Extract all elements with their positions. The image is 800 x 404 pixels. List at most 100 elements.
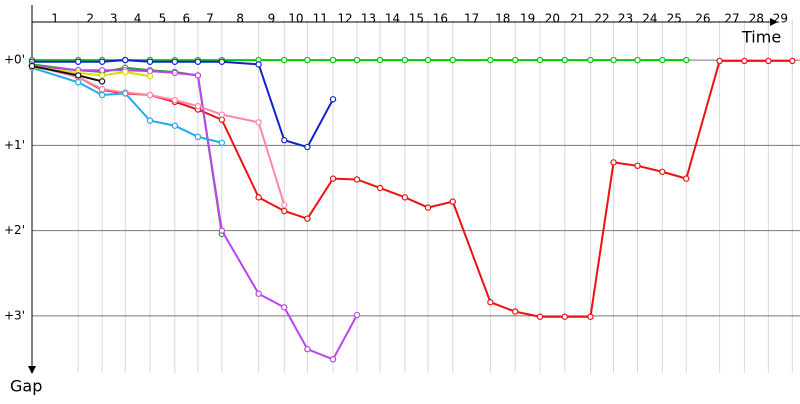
y-arrow: [28, 366, 36, 374]
x-tick-label: 12: [337, 12, 352, 26]
point-marker: [98, 58, 106, 65]
x-axis-label: Time: [741, 28, 781, 47]
point-marker: [255, 194, 262, 201]
series-line: [31, 66, 223, 144]
point-marker: [424, 204, 432, 211]
point-marker: [255, 61, 262, 68]
x-tick-label: 25: [667, 12, 682, 26]
point-marker: [741, 57, 748, 65]
point-marker: [122, 56, 129, 64]
point-marker: [304, 56, 311, 64]
y-tick-label: +1': [4, 138, 25, 152]
point-marker: [218, 58, 226, 65]
x-tick-label: 11: [313, 12, 328, 26]
point-marker: [376, 56, 384, 64]
point-marker: [218, 139, 226, 146]
x-tick-label: 20: [545, 12, 560, 26]
point-marker: [512, 308, 519, 315]
point-marker: [74, 58, 82, 65]
series-line: [31, 64, 286, 206]
point-marker: [424, 56, 432, 64]
y-tick-label: +0': [4, 53, 25, 67]
y-tick-label: +2': [4, 223, 25, 237]
point-marker: [98, 78, 106, 85]
x-arrow: [770, 18, 778, 26]
point-marker: [634, 56, 641, 64]
x-tick-label: 13: [361, 12, 376, 26]
x-tick-label: 7: [206, 12, 214, 26]
point-marker: [304, 143, 311, 151]
point-marker: [98, 85, 106, 93]
point-marker: [122, 90, 129, 97]
x-tick-label: 2: [86, 12, 94, 26]
point-marker: [587, 313, 594, 320]
x-tick-label: 8: [236, 12, 244, 26]
x-tick-label: 19: [520, 12, 535, 26]
x-tick-label: 22: [594, 12, 609, 26]
point-marker: [329, 356, 337, 363]
point-marker: [536, 313, 544, 320]
point-marker: [353, 56, 361, 64]
x-tick-label: 21: [570, 12, 585, 26]
point-marker: [171, 58, 179, 65]
point-marker: [74, 79, 82, 86]
point-marker: [634, 162, 641, 170]
point-marker: [194, 102, 202, 110]
point-marker: [74, 72, 82, 79]
point-marker: [218, 227, 226, 234]
x-tick-label: 6: [183, 12, 191, 26]
point-marker: [329, 175, 337, 182]
point-marker: [716, 57, 723, 65]
x-tick-label: 27: [724, 12, 739, 26]
point-marker: [281, 56, 288, 64]
y-tick-label: +3': [4, 308, 25, 322]
point-marker: [194, 133, 202, 141]
point-marker: [376, 184, 384, 192]
x-tick-label: 3: [110, 12, 118, 26]
point-marker: [281, 304, 288, 311]
point-marker: [304, 345, 311, 353]
x-tick-label: 28: [749, 12, 764, 26]
point-marker: [765, 57, 772, 65]
series-line: [31, 59, 793, 318]
x-tick-label: 16: [433, 12, 448, 26]
point-marker: [449, 56, 456, 64]
x-tick-label: 1: [51, 12, 59, 26]
point-marker: [146, 73, 154, 80]
x-tick-label: 9: [268, 12, 276, 26]
point-marker: [281, 137, 288, 144]
x-tick-label: 29: [773, 12, 788, 26]
x-tick-label: 10: [288, 12, 303, 26]
point-marker: [587, 56, 594, 64]
point-marker: [329, 56, 337, 64]
point-marker: [218, 111, 226, 118]
x-tick-label: 4: [134, 12, 142, 26]
point-marker: [194, 58, 202, 65]
point-marker: [353, 176, 361, 183]
point-marker: [218, 116, 226, 123]
point-marker: [98, 72, 106, 79]
x-tick-label: 14: [385, 12, 400, 26]
point-marker: [122, 68, 129, 76]
point-marker: [98, 91, 106, 99]
point-marker: [353, 311, 361, 319]
x-tick-label: 15: [409, 12, 424, 26]
point-marker: [304, 215, 311, 222]
x-tick-label: 5: [159, 12, 167, 26]
point-marker: [255, 290, 262, 297]
point-marker: [449, 198, 456, 205]
x-tick-label: 26: [695, 12, 710, 26]
point-marker: [610, 159, 617, 166]
point-marker: [146, 91, 154, 99]
point-marker: [401, 56, 409, 64]
point-marker: [255, 119, 262, 126]
point-marker: [487, 56, 494, 64]
point-marker: [512, 56, 519, 64]
point-marker: [171, 96, 179, 104]
point-marker: [659, 168, 666, 175]
x-tick-label: 24: [642, 12, 657, 26]
point-marker: [281, 201, 288, 209]
